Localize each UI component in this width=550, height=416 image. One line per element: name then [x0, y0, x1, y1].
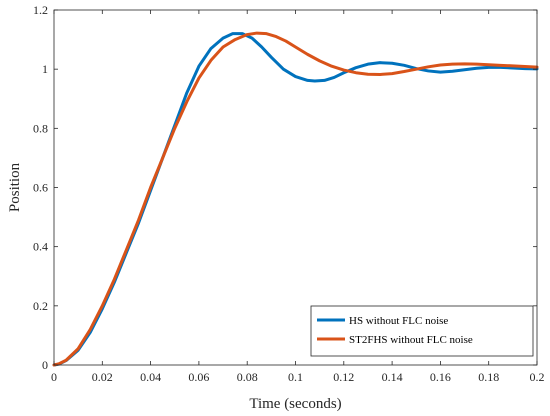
x-tick-label: 0.2 [530, 370, 545, 384]
legend: HS without FLC noise ST2FHS without FLC n… [310, 305, 534, 357]
x-tick-label: 0.04 [140, 370, 161, 384]
legend-entry: ST2FHS without FLC noise [349, 334, 473, 346]
x-axis-label: Time (seconds) [249, 396, 341, 412]
x-tick-label: 0.12 [333, 370, 354, 384]
legend-entry: HS without FLC noise [349, 315, 448, 327]
y-tick-label: 1.2 [33, 3, 48, 17]
x-tick-label: 0.06 [188, 370, 209, 384]
legend-box [310, 305, 534, 357]
y-tick-label: 0.8 [33, 121, 48, 135]
x-tick-label: 0.14 [382, 370, 403, 384]
series-layer [52, 31, 539, 367]
x-tick-label: 0.1 [288, 370, 303, 384]
y-axis-label: Position [7, 162, 23, 212]
series-line-2 [52, 31, 539, 367]
x-tick-label: 0 [51, 370, 57, 384]
y-tick-label: 1 [42, 62, 48, 76]
x-axis-ticks: 0 0.02 0.04 0.06 0.08 0.1 0.12 0.14 0.16 0.18 0.2 [51, 10, 545, 384]
y-axis-ticks: 0 0.2 0.4 0.6 0.8 1 1.2 [33, 3, 537, 372]
y-tick-label: 0.4 [33, 240, 48, 254]
x-tick-label: 0.18 [478, 370, 499, 384]
y-tick-label: 0 [42, 358, 48, 372]
x-tick-label: 0.16 [430, 370, 451, 384]
y-tick-label: 0.2 [33, 299, 48, 313]
y-tick-label: 0.6 [33, 181, 48, 195]
x-tick-label: 0.08 [237, 370, 258, 384]
x-tick-label: 0.02 [92, 370, 113, 384]
